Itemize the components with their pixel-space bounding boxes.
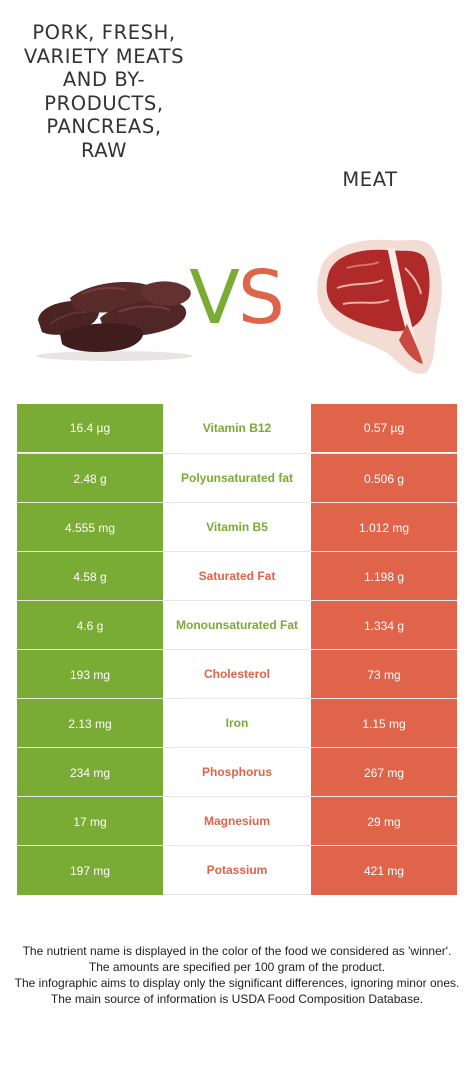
- nutrient-name: Iron: [225, 716, 249, 730]
- pancreas-image: [36, 281, 192, 361]
- footer-line: The amounts are specified per 100 gram o…: [88, 960, 386, 974]
- table-bottom-divider: [163, 894, 311, 895]
- right-value: 29 mg: [311, 797, 457, 846]
- nutrient-name: Cholesterol: [203, 667, 270, 681]
- footer-line: The nutrient name is displayed in the co…: [22, 944, 452, 958]
- vs-logo: VS: [186, 258, 286, 338]
- right-value: 1.334 g: [311, 601, 457, 650]
- table-row: 17 mg Magnesium 29 mg: [17, 796, 457, 846]
- left-value: 2.48 g: [17, 454, 163, 503]
- footer-notes: The nutrient name is displayed in the co…: [14, 943, 460, 1007]
- right-value: 421 mg: [311, 846, 457, 895]
- vs-letter-v: V: [189, 255, 240, 341]
- right-value: 1.012 mg: [311, 503, 457, 552]
- nutrient-name: Vitamin B5: [206, 520, 268, 534]
- left-value: 16.4 µg: [17, 404, 163, 452]
- right-value: 0.57 µg: [311, 404, 457, 452]
- nutrient-name: Monounsaturated Fat: [176, 618, 298, 632]
- table-row: 234 mg Phosphorus 267 mg: [17, 747, 457, 797]
- table-row: 4.6 g Monounsaturated Fat 1.334 g: [17, 600, 457, 650]
- table-row: 2.13 mg Iron 1.15 mg: [17, 698, 457, 748]
- left-value: 4.555 mg: [17, 503, 163, 552]
- right-value: 73 mg: [311, 650, 457, 699]
- left-food-title: Pork, fresh, variety meats and by-produc…: [23, 21, 185, 162]
- right-value: 0.506 g: [311, 454, 457, 503]
- table-row: 193 mg Cholesterol 73 mg: [17, 649, 457, 699]
- table-row: 16.4 µg Vitamin B12 0.57 µg: [17, 404, 457, 453]
- left-value: 193 mg: [17, 650, 163, 699]
- right-value: 267 mg: [311, 748, 457, 797]
- t-bone-steak-image: [317, 239, 442, 374]
- comparison-table: 16.4 µg Vitamin B12 0.57 µg 2.48 g Polyu…: [17, 404, 457, 895]
- table-row: 4.58 g Saturated Fat 1.198 g: [17, 551, 457, 601]
- table-row: 197 mg Potassium 421 mg: [17, 845, 457, 895]
- nutrient-name: Vitamin B12: [202, 421, 272, 435]
- nutrient-name: Phosphorus: [201, 765, 272, 779]
- left-value: 4.6 g: [17, 601, 163, 650]
- left-value: 197 mg: [17, 846, 163, 895]
- left-value: 234 mg: [17, 748, 163, 797]
- nutrient-name: Magnesium: [203, 814, 270, 828]
- footer-line: The main source of information is USDA F…: [50, 992, 424, 1006]
- left-value: 2.13 mg: [17, 699, 163, 748]
- left-value: 17 mg: [17, 797, 163, 846]
- nutrient-name: Saturated Fat: [198, 569, 276, 583]
- footer-line: The infographic aims to display only the…: [14, 976, 460, 990]
- right-value: 1.198 g: [311, 552, 457, 601]
- table-row: 2.48 g Polyunsaturated fat 0.506 g: [17, 453, 457, 503]
- right-value: 1.15 mg: [311, 699, 457, 748]
- table-row: 4.555 mg Vitamin B5 1.012 mg: [17, 502, 457, 552]
- nutrient-name: Potassium: [206, 863, 268, 877]
- left-value: 4.58 g: [17, 552, 163, 601]
- nutrient-name: Polyunsaturated fat: [180, 471, 294, 485]
- vs-letter-s: S: [237, 255, 285, 341]
- right-food-title: Meat: [342, 168, 398, 191]
